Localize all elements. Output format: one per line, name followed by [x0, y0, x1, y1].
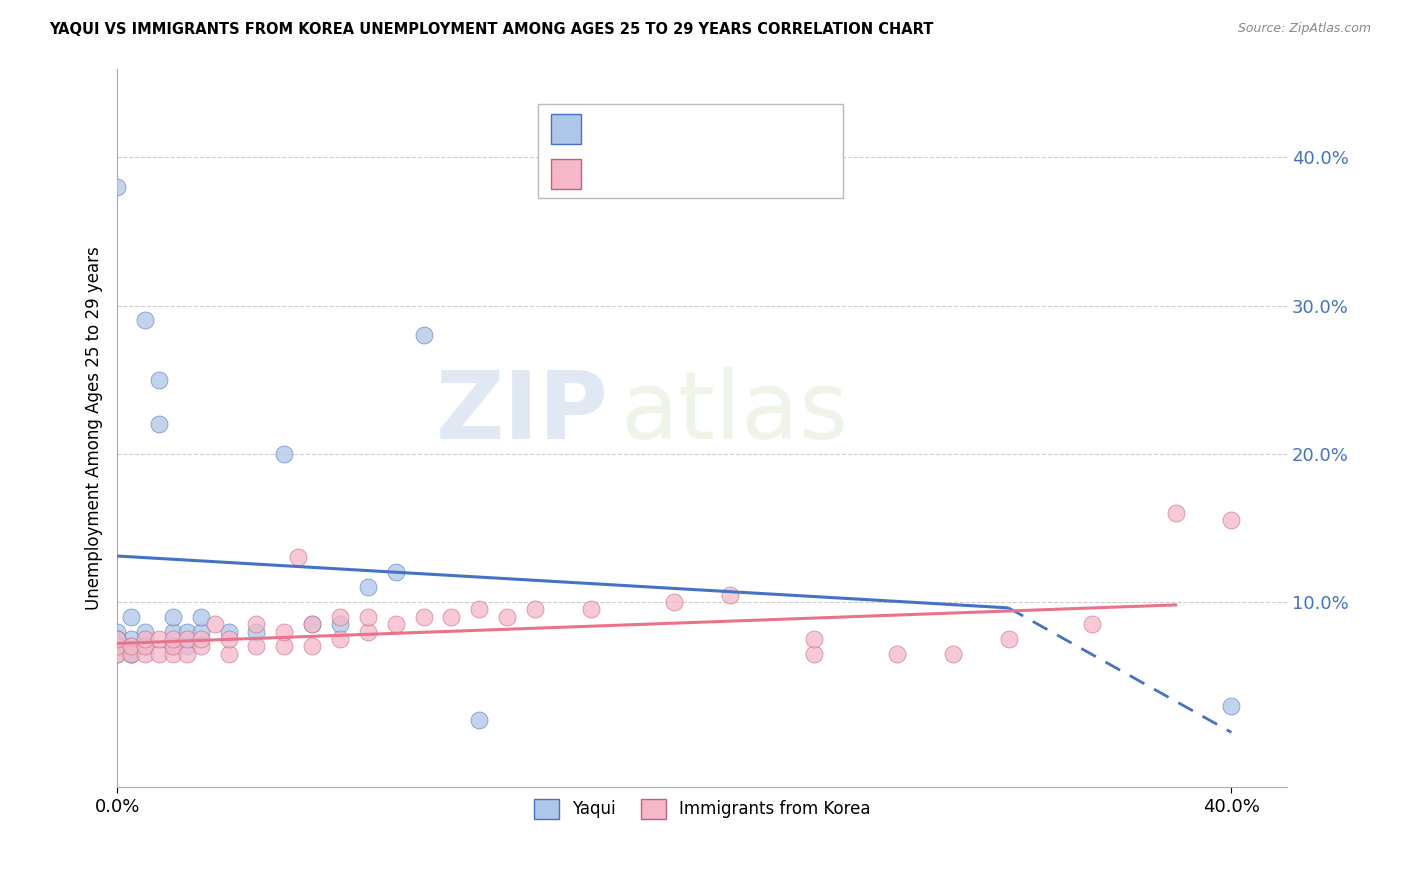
Point	[357, 580, 380, 594]
Point	[412, 328, 434, 343]
Point	[148, 417, 170, 431]
Point	[942, 647, 965, 661]
Point	[329, 617, 352, 632]
Point	[245, 624, 267, 639]
Point	[105, 632, 128, 646]
Point	[412, 609, 434, 624]
Point	[273, 624, 295, 639]
Point	[803, 632, 825, 646]
Point	[218, 624, 240, 639]
Point	[273, 447, 295, 461]
Point	[997, 632, 1019, 646]
Point	[190, 624, 212, 639]
Point	[190, 632, 212, 646]
Point	[245, 617, 267, 632]
Text: YAQUI VS IMMIGRANTS FROM KOREA UNEMPLOYMENT AMONG AGES 25 TO 29 YEARS CORRELATIO: YAQUI VS IMMIGRANTS FROM KOREA UNEMPLOYM…	[49, 22, 934, 37]
Point	[468, 714, 491, 728]
Text: ZIP: ZIP	[436, 368, 609, 459]
Point	[148, 647, 170, 661]
Point	[120, 647, 142, 661]
Text: atlas: atlas	[620, 368, 848, 459]
Point	[301, 640, 323, 654]
Point	[176, 632, 198, 646]
Point	[176, 647, 198, 661]
Point	[245, 640, 267, 654]
Point	[148, 373, 170, 387]
Point	[1081, 617, 1104, 632]
Point	[162, 632, 184, 646]
Point	[176, 640, 198, 654]
Point	[162, 624, 184, 639]
Point	[105, 647, 128, 661]
Point	[105, 632, 128, 646]
Point	[134, 313, 156, 327]
Point	[218, 647, 240, 661]
Point	[105, 632, 128, 646]
Point	[105, 640, 128, 654]
Point	[120, 609, 142, 624]
Point	[190, 609, 212, 624]
Text: Source: ZipAtlas.com: Source: ZipAtlas.com	[1237, 22, 1371, 36]
Point	[664, 595, 686, 609]
Point	[329, 609, 352, 624]
Point	[105, 180, 128, 194]
Point	[204, 617, 226, 632]
Point	[120, 640, 142, 654]
Point	[162, 640, 184, 654]
Point	[120, 632, 142, 646]
Point	[134, 624, 156, 639]
Point	[1220, 513, 1243, 527]
Point	[357, 624, 380, 639]
Point	[384, 617, 406, 632]
Point	[357, 609, 380, 624]
Point	[273, 640, 295, 654]
Point	[718, 588, 741, 602]
Y-axis label: Unemployment Among Ages 25 to 29 years: Unemployment Among Ages 25 to 29 years	[86, 246, 103, 610]
Point	[176, 624, 198, 639]
Point	[162, 647, 184, 661]
Point	[120, 647, 142, 661]
Point	[120, 647, 142, 661]
Point	[886, 647, 908, 661]
Point	[468, 602, 491, 616]
Point	[162, 640, 184, 654]
Point	[105, 624, 128, 639]
Point	[190, 640, 212, 654]
Point	[287, 550, 309, 565]
Point	[1220, 698, 1243, 713]
Point	[120, 640, 142, 654]
Legend: Yaqui, Immigrants from Korea: Yaqui, Immigrants from Korea	[527, 792, 877, 826]
Point	[384, 566, 406, 580]
Point	[440, 609, 463, 624]
Point	[301, 617, 323, 632]
Point	[105, 647, 128, 661]
Point	[134, 640, 156, 654]
Point	[1164, 506, 1187, 520]
Point	[524, 602, 547, 616]
Point	[148, 632, 170, 646]
Point	[134, 640, 156, 654]
Point	[301, 617, 323, 632]
Point	[134, 632, 156, 646]
Point	[579, 602, 602, 616]
Point	[134, 647, 156, 661]
Point	[218, 632, 240, 646]
Point	[803, 647, 825, 661]
Point	[329, 632, 352, 646]
Point	[162, 609, 184, 624]
Point	[496, 609, 519, 624]
